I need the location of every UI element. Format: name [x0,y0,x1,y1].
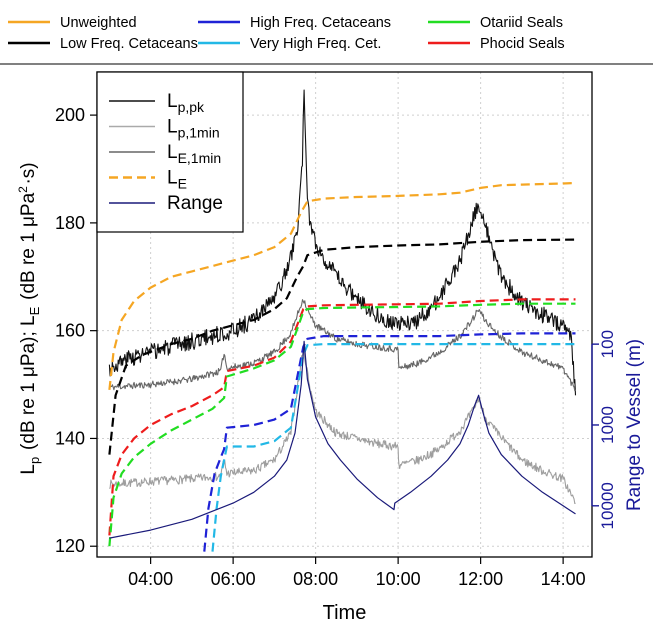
right-tick-label: 100 [598,330,617,358]
inner-legend-label: LE [167,168,187,192]
legend-main: L [167,142,178,163]
legend-subscript: E [178,176,187,192]
legend-subscript: p,pk [178,99,205,115]
series-line [108,89,577,396]
series-line [108,181,576,391]
top-legend-label: Otariid Seals [480,15,563,31]
x-tick-label: 06:00 [211,569,256,589]
top-legend-label: High Freq. Cetaceans [250,15,391,31]
y-axis-label-right: Range to Vessel (m) [624,339,645,511]
top-legend-label: Low Freq. Cetaceans [60,36,198,52]
label-part: (dB re 1 μPa); [18,326,39,455]
y-tick-label: 180 [55,213,85,233]
label-superscript: 2 [16,186,30,193]
inner-legend-label: Range [167,193,223,214]
y-tick-label: 120 [55,536,85,556]
x-tick-label: 14:00 [541,569,586,589]
top-legend-item: Very High Freq. Cet. [198,36,381,52]
legend-subscript: p,1min [178,125,220,141]
inner-legend-label: Lp,1min [167,117,220,141]
top-legend-label: Unweighted [60,15,137,31]
x-axis-label: Time [323,602,367,624]
label-part: (dB re 1 μPa [18,192,39,305]
legend-main: Range [167,193,223,214]
series-line [211,343,576,552]
y-axis-left: 120 140 160 180 200 [55,105,97,556]
top-legend-item: Phocid Seals [428,36,565,52]
label-part: ·s) [18,162,39,184]
legend-main: L [167,91,178,112]
y-axis-right: 100 1000 10000 [591,330,617,529]
series-line [203,332,576,552]
series-line [109,299,576,392]
top-legend-label: Phocid Seals [480,36,565,52]
series-group [108,89,577,552]
top-legend-item: High Freq. Cetaceans [198,15,391,31]
top-legend-item: Unweighted [8,15,137,31]
x-axis: 04:00 06:00 08:00 10:00 12:00 14:00 [128,557,586,589]
series-line [109,346,576,505]
plot-frame [96,71,593,558]
x-tick-label: 08:00 [293,569,338,589]
x-tick-label: 10:00 [376,569,421,589]
legend-main: L [167,168,178,189]
right-tick-label: 1000 [598,406,617,444]
inner-legend-label: Lp,pk [167,91,205,115]
series-line [109,340,576,539]
series-line [108,298,576,536]
top-legend-item: Low Freq. Cetaceans [8,36,198,52]
top-legend: Unweighted Low Freq. Cetaceans High Freq. … [8,15,565,52]
label-subscript: p [27,457,42,464]
y-tick-label: 140 [55,428,85,448]
label-part: L [18,315,39,326]
series-line [108,238,576,455]
series-line [108,302,576,547]
y-tick-label: 160 [55,321,85,341]
y-axis-label-left: Lp (dB re 1 μPa); LE (dB re 1 μPa2 ·s) [16,162,42,474]
x-tick-label: 12:00 [458,569,503,589]
inner-legend-label: LE,1min [167,142,221,166]
legend-subscript: E,1min [178,150,222,166]
label-subscript: E [27,306,42,315]
top-legend-item: Otariid Seals [428,15,563,31]
x-tick-label: 04:00 [128,569,173,589]
top-legend-label: Very High Freq. Cet. [250,36,381,52]
y-tick-label: 200 [55,105,85,125]
label-part: L [18,464,39,475]
right-tick-label: 10000 [598,482,617,529]
legend-main: L [167,117,178,138]
